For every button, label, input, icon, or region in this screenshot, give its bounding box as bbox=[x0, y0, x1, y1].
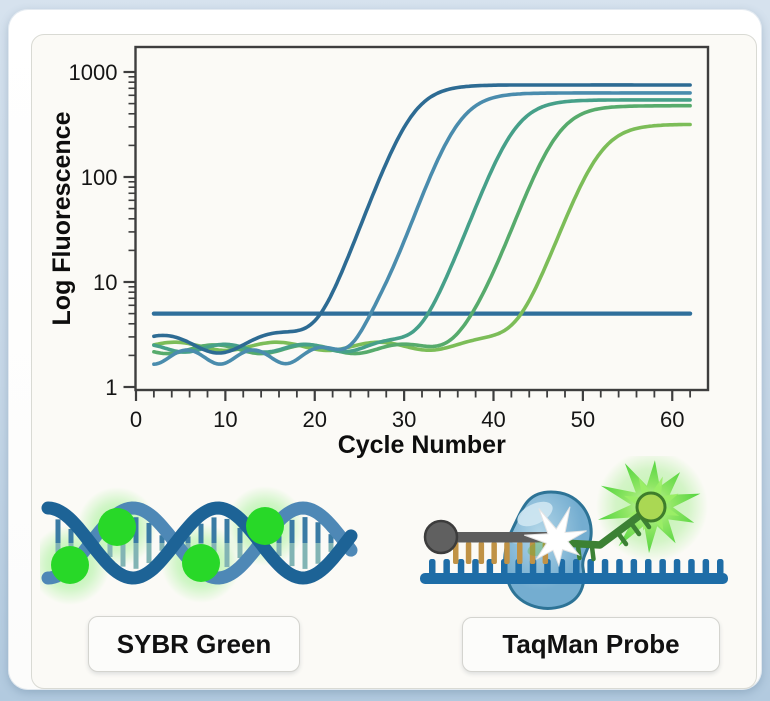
probe-base bbox=[589, 544, 596, 562]
x-axis-tick-label: 30 bbox=[392, 407, 416, 432]
dna-helix-icon bbox=[40, 486, 358, 605]
sybr-dye-glow-dot bbox=[98, 508, 136, 546]
taqman-probe-illustration bbox=[420, 456, 728, 610]
sybr-green-illustration bbox=[40, 486, 358, 605]
probe-base-pair bbox=[478, 542, 485, 564]
template-base bbox=[688, 559, 695, 575]
probe-base-pair bbox=[504, 542, 510, 564]
probe-base-pair bbox=[517, 542, 523, 564]
x-axis-tick-label: 40 bbox=[481, 407, 505, 432]
probe-base bbox=[615, 530, 629, 547]
amplification-curve-5 bbox=[152, 122, 692, 353]
amplification-curve-3 bbox=[152, 98, 692, 354]
template-base bbox=[645, 559, 652, 575]
x-axis-tick-label: 60 bbox=[660, 407, 684, 432]
taqman-probe-label-text: TaqMan Probe bbox=[502, 629, 680, 659]
quencher-icon bbox=[423, 519, 459, 555]
template-base bbox=[601, 559, 609, 575]
template-base bbox=[616, 559, 623, 575]
template-base bbox=[573, 559, 580, 575]
template-base bbox=[630, 559, 638, 575]
x-axis-tick-label: 20 bbox=[303, 407, 327, 432]
probe-arm-icon bbox=[559, 503, 655, 549]
probe-base-pair bbox=[491, 542, 497, 564]
cleavage-flash-icon bbox=[524, 506, 587, 568]
qpcr-amplification-chart: 0 10 20 30 40 50 60 1 10 100 1000 Cycle Number Log F… bbox=[48, 45, 710, 459]
template-base bbox=[457, 559, 465, 575]
x-axis-tick-label: 10 bbox=[213, 407, 237, 432]
y-axis-tick-label: 1 bbox=[105, 375, 117, 400]
amplification-curve-1 bbox=[152, 83, 692, 355]
fluorophore-icon bbox=[635, 491, 667, 523]
x-axis-title: Cycle Number bbox=[338, 431, 506, 459]
sybr-green-label-text: SYBR Green bbox=[116, 628, 272, 659]
x-axis-tick-label: 0 bbox=[130, 407, 142, 432]
template-base bbox=[673, 559, 681, 575]
template-base bbox=[702, 559, 710, 575]
template-base bbox=[659, 559, 666, 575]
template-base bbox=[717, 559, 724, 575]
probe-base-pair bbox=[465, 542, 472, 564]
x-axis-tick-label: 50 bbox=[571, 407, 595, 432]
sybr-dye-glow-dot bbox=[246, 507, 284, 545]
template-base bbox=[587, 559, 594, 575]
sybr-green-label: SYBR Green bbox=[88, 616, 300, 672]
amplification-curve-2 bbox=[152, 91, 692, 366]
template-base bbox=[486, 559, 494, 575]
y-axis-tick-label: 100 bbox=[81, 165, 118, 190]
sybr-dye-glow-dot bbox=[182, 544, 220, 582]
taqman-probe-label: TaqMan Probe bbox=[462, 617, 720, 672]
probe-base-pair bbox=[529, 542, 536, 564]
y-axis-tick-label: 1000 bbox=[69, 60, 118, 85]
template-base bbox=[429, 559, 436, 575]
probe-base bbox=[575, 543, 582, 561]
probe-base bbox=[628, 520, 642, 537]
plot-frame bbox=[134, 45, 710, 392]
template-base bbox=[558, 559, 566, 575]
y-axis-tick-label: 10 bbox=[93, 270, 117, 295]
template-strand-icon bbox=[420, 573, 728, 584]
y-axis-title: Log Fluorescence bbox=[48, 111, 76, 325]
template-base bbox=[472, 559, 479, 575]
template-base bbox=[443, 559, 450, 575]
sybr-dye-glow-dot bbox=[51, 546, 89, 584]
dna-strand-dark bbox=[41, 501, 358, 585]
